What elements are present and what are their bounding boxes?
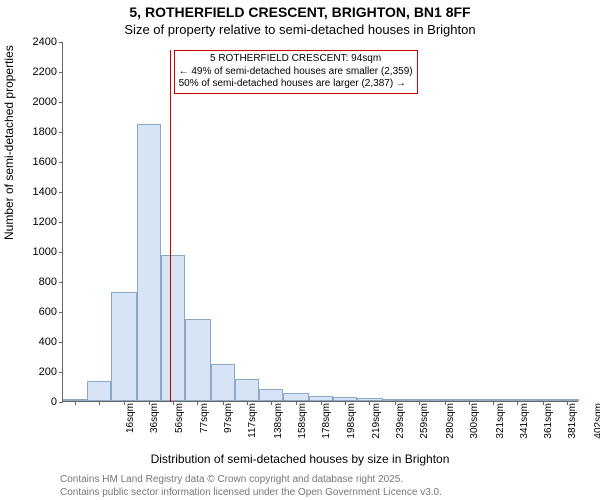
x-tick-mark	[445, 401, 446, 405]
x-tick-label: 259sqm	[419, 403, 430, 453]
histogram-bar	[211, 364, 235, 401]
y-tick-mark	[59, 72, 63, 73]
y-axis-label: Number of semi-detached properties	[2, 45, 16, 240]
x-tick-mark	[321, 401, 322, 405]
x-tick-mark	[223, 401, 224, 405]
x-tick-label: 56sqm	[174, 403, 185, 453]
x-tick-mark	[493, 401, 494, 405]
y-tick-label: 1800	[17, 126, 63, 138]
histogram-bar	[283, 393, 308, 401]
y-tick-mark	[59, 282, 63, 283]
y-tick-mark	[59, 312, 63, 313]
y-tick-label: 0	[17, 396, 63, 408]
x-tick-label: 97sqm	[223, 403, 234, 453]
y-tick-label: 1200	[17, 216, 63, 228]
x-tick-label: 77sqm	[199, 403, 210, 453]
y-tick-label: 2000	[17, 96, 63, 108]
x-tick-mark	[173, 401, 174, 405]
x-tick-label: 36sqm	[149, 403, 160, 453]
x-tick-mark	[99, 401, 100, 405]
x-tick-label: 138sqm	[273, 403, 284, 453]
property-size-histogram: 5, ROTHERFIELD CRESCENT, BRIGHTON, BN1 8…	[0, 0, 600, 500]
y-tick-label: 1000	[17, 246, 63, 258]
chart-title-main: 5, ROTHERFIELD CRESCENT, BRIGHTON, BN1 8…	[0, 4, 600, 20]
x-tick-label: 178sqm	[321, 403, 332, 453]
x-tick-mark	[149, 401, 150, 405]
histogram-bar	[137, 124, 161, 402]
x-tick-label: 402sqm	[593, 403, 600, 453]
y-tick-mark	[59, 102, 63, 103]
x-tick-label: 198sqm	[346, 403, 357, 453]
x-tick-mark	[395, 401, 396, 405]
x-tick-label: 341sqm	[519, 403, 530, 453]
x-tick-mark	[197, 401, 198, 405]
x-tick-mark	[296, 401, 297, 405]
x-axis-label: Distribution of semi-detached houses by …	[0, 452, 600, 466]
x-tick-label: 239sqm	[395, 403, 406, 453]
y-tick-mark	[59, 222, 63, 223]
callout-annotation-box: 5 ROTHERFIELD CRESCENT: 94sqm← 49% of se…	[174, 50, 418, 94]
x-tick-label: 300sqm	[469, 403, 480, 453]
x-tick-label: 16sqm	[125, 403, 136, 453]
y-tick-label: 2400	[17, 36, 63, 48]
y-tick-mark	[59, 372, 63, 373]
y-tick-label: 1400	[17, 186, 63, 198]
x-tick-label: 158sqm	[297, 403, 308, 453]
y-tick-mark	[59, 402, 63, 403]
x-tick-mark	[567, 401, 568, 405]
x-tick-mark	[517, 401, 518, 405]
callout-line-2: ← 49% of semi-detached houses are smalle…	[179, 66, 413, 79]
x-tick-mark	[345, 401, 346, 405]
y-tick-mark	[59, 252, 63, 253]
x-tick-mark	[124, 401, 125, 405]
y-tick-mark	[59, 42, 63, 43]
y-tick-label: 400	[17, 336, 63, 348]
histogram-bar	[185, 319, 210, 401]
x-tick-mark	[271, 401, 272, 405]
x-tick-label: 321sqm	[495, 403, 506, 453]
y-tick-label: 800	[17, 276, 63, 288]
histogram-bar	[235, 379, 259, 401]
callout-marker-line	[170, 50, 171, 402]
plot-area: 0200400600800100012001400160018002000220…	[62, 42, 578, 402]
y-tick-label: 200	[17, 366, 63, 378]
x-tick-label: 381sqm	[567, 403, 578, 453]
footer-attribution-1: Contains HM Land Registry data © Crown c…	[60, 474, 403, 485]
x-tick-label: 219sqm	[371, 403, 382, 453]
histogram-bar	[111, 292, 136, 402]
y-tick-mark	[59, 132, 63, 133]
y-tick-label: 600	[17, 306, 63, 318]
y-tick-label: 1600	[17, 156, 63, 168]
y-tick-mark	[59, 342, 63, 343]
callout-line-3: 50% of semi-detached houses are larger (…	[179, 78, 413, 91]
x-tick-mark	[247, 401, 248, 405]
y-tick-label: 2200	[17, 66, 63, 78]
x-tick-mark	[419, 401, 420, 405]
x-tick-mark	[369, 401, 370, 405]
histogram-bar	[87, 381, 111, 401]
x-tick-label: 280sqm	[445, 403, 456, 453]
y-tick-mark	[59, 192, 63, 193]
x-tick-label: 361sqm	[543, 403, 554, 453]
y-tick-mark	[59, 162, 63, 163]
histogram-bar	[161, 255, 185, 401]
x-tick-mark	[469, 401, 470, 405]
x-tick-mark	[75, 401, 76, 405]
x-tick-label: 117sqm	[247, 403, 258, 453]
x-tick-mark	[543, 401, 544, 405]
callout-line-1: 5 ROTHERFIELD CRESCENT: 94sqm	[179, 53, 413, 66]
histogram-bar	[259, 389, 283, 401]
footer-attribution-2: Contains public sector information licen…	[60, 487, 442, 498]
chart-title-sub: Size of property relative to semi-detach…	[0, 22, 600, 37]
